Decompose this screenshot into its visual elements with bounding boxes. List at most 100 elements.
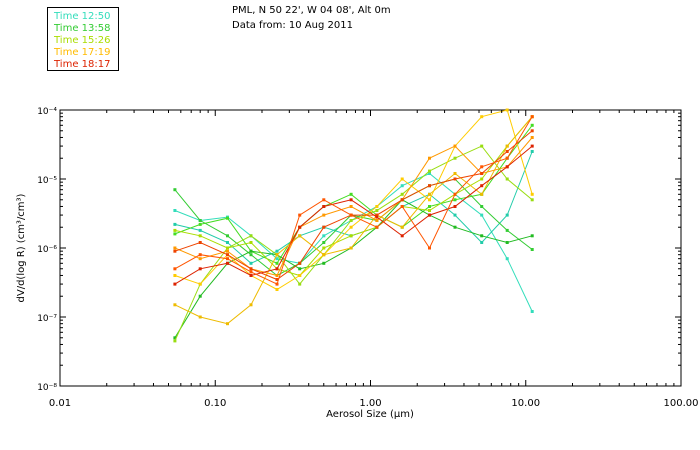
legend-item-4: Time 17:19 (54, 47, 111, 58)
series-6-point-14 (505, 177, 509, 181)
series-3-point-13 (480, 205, 484, 208)
series-12-point-11 (428, 213, 431, 217)
y-tick-label: 10⁻⁴ (37, 107, 57, 117)
series-line-5 (174, 199, 533, 339)
series-1-point-1 (173, 209, 177, 212)
series-8-point-6 (298, 274, 302, 277)
series-10-point-15 (530, 136, 534, 139)
series-9-point-2 (198, 315, 202, 319)
x-tick-label: 10.00 (511, 398, 540, 409)
series-10-point-2 (198, 257, 202, 261)
series-1-point-13 (480, 213, 484, 217)
series-2-point-5 (275, 249, 279, 253)
series-1-point-14 (505, 257, 509, 261)
series-6-point-12 (453, 156, 457, 160)
series-11-point-6 (298, 261, 302, 265)
series-13-point-14 (505, 156, 509, 160)
series-5-point-4 (249, 249, 253, 253)
series-12-point-6 (298, 225, 302, 229)
series-11-point-1 (173, 249, 177, 253)
series-11-point-9 (375, 213, 379, 217)
series-5-point-14 (505, 241, 509, 244)
series-4-point-3 (226, 216, 229, 220)
series-10-point-7 (322, 213, 326, 217)
legend-item-5: Time 18:17 (54, 59, 111, 70)
series-13-point-15 (530, 115, 534, 119)
series-12-point-12 (453, 205, 457, 208)
series-12-point-3 (226, 261, 229, 265)
series-11-point-11 (428, 184, 431, 188)
series-5-point-13 (480, 234, 484, 238)
series-6-point-11 (428, 169, 431, 173)
series-3-point-3 (226, 234, 229, 238)
legend-item-1: Time 12:50 (54, 11, 111, 22)
series-line-3 (174, 178, 533, 277)
series-9-point-10 (400, 225, 404, 229)
series-10-point-5 (275, 274, 279, 277)
series-11-point-14 (505, 150, 509, 153)
series-layer (173, 108, 534, 343)
series-12-point-14 (505, 165, 509, 169)
series-8-point-10 (400, 177, 404, 181)
series-13-point-2 (198, 253, 202, 257)
series-3-point-1 (173, 188, 177, 192)
series-6-point-9 (375, 209, 379, 212)
series-4-point-2 (198, 222, 202, 226)
series-3-point-15 (530, 248, 534, 251)
series-11-point-12 (453, 177, 457, 181)
series-10-point-12 (453, 144, 457, 148)
y-axis: 10⁻⁸ 10⁻⁷ 10⁻⁶ 10⁻⁵ 10⁻⁴ (37, 107, 681, 393)
series-7-point-8 (349, 234, 353, 238)
series-5-point-15 (530, 234, 534, 238)
legend: Time 12:50 Time 13:58 Time 15:26 Time 17… (47, 7, 119, 71)
series-7-point-4 (249, 241, 253, 244)
series-13-point-10 (400, 205, 404, 208)
series-10-point-9 (375, 219, 379, 222)
series-2-point-1 (173, 222, 177, 226)
series-4-point-15 (530, 123, 534, 127)
series-3-point-7 (322, 241, 326, 244)
series-12-point-2 (198, 267, 202, 271)
series-3-point-4 (249, 253, 253, 257)
series-12-point-1 (173, 282, 177, 286)
series-5-point-6 (298, 267, 302, 271)
series-6-point-4 (249, 234, 253, 238)
series-12-point-13 (480, 184, 484, 188)
series-6-point-6 (298, 282, 302, 286)
series-12-point-5 (275, 267, 279, 271)
series-13-point-8 (349, 213, 353, 217)
plot-area (59, 109, 682, 387)
series-11-point-15 (530, 129, 534, 133)
series-6-point-8 (349, 219, 353, 222)
series-5-point-2 (198, 294, 202, 298)
y-tick-label: 10⁻⁸ (37, 383, 57, 393)
series-9-point-1 (173, 303, 177, 307)
series-5-point-7 (322, 261, 326, 265)
x-axis: 0.01 0.10 1.00 10.00 100.00 (49, 110, 699, 409)
series-1-point-7 (322, 234, 326, 238)
series-13-point-12 (453, 192, 457, 196)
series-12-point-10 (400, 234, 404, 238)
series-9-point-7 (322, 253, 326, 257)
series-2-point-2 (198, 228, 202, 232)
series-8-point-8 (349, 225, 353, 229)
series-12-point-7 (322, 205, 326, 208)
series-2-point-3 (226, 241, 229, 244)
series-13-point-4 (249, 270, 253, 274)
series-13-point-9 (375, 225, 379, 229)
series-11-point-7 (322, 225, 326, 229)
series-13-point-3 (226, 257, 229, 261)
series-7-point-11 (428, 209, 431, 212)
series-4-point-12 (453, 198, 457, 202)
series-2-point-14 (505, 213, 509, 217)
series-2-point-13 (480, 241, 484, 244)
series-8-point-13 (480, 115, 484, 119)
series-7-point-13 (480, 177, 484, 181)
date-header: Data from: 10 Aug 2011 (232, 20, 353, 31)
legend-item-2: Time 13:58 (54, 23, 111, 34)
series-6-point-10 (400, 192, 404, 196)
series-1-point-10 (400, 184, 404, 188)
series-4-point-1 (173, 232, 177, 236)
series-11-point-2 (198, 241, 202, 244)
